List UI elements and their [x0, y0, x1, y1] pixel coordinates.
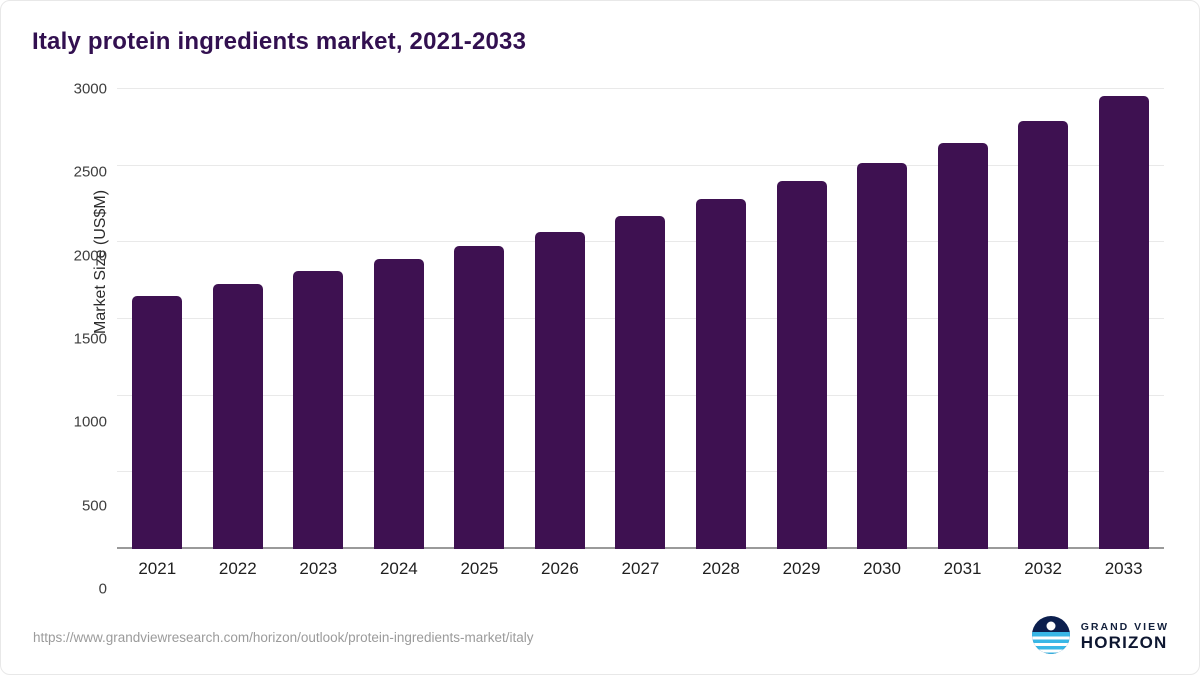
horizon-logo-icon — [1031, 615, 1071, 660]
bar-2030 — [857, 162, 908, 549]
y-tick-label-500: 500 — [81, 497, 107, 515]
y-tick-label-1000: 1000 — [73, 413, 107, 431]
gridline-2500 — [117, 164, 1164, 166]
brand-logo: GRAND VIEW HORIZON — [1031, 615, 1169, 660]
y-axis-title-column: Market Size (US$M) — [31, 89, 109, 589]
bar-2022 — [212, 283, 263, 549]
plot-column: 2021 2022 2023 2024 2025 2026 2027 2028 2029 2030… — [117, 88, 1164, 589]
y-tick-label-0: 0 — [98, 580, 107, 598]
y-tick-label-2500: 2500 — [73, 163, 107, 181]
bar-2024 — [373, 259, 424, 549]
bar-slot-2031 — [922, 89, 1003, 549]
brand-name-bottom: HORIZON — [1080, 632, 1168, 652]
x-tick-label-2021: 2021 — [138, 559, 177, 578]
x-tick-label-2032: 2032 — [1024, 559, 1063, 578]
bar-slot-2030 — [842, 89, 923, 549]
bar-2025 — [454, 246, 505, 549]
chart-title: Italy protein ingredients market, 2021-2… — [32, 28, 527, 55]
bars-row — [117, 89, 1164, 549]
x-tick-label-2028: 2028 — [702, 559, 740, 578]
chart-area: Market Size (US$M) 0 500 1000 1500 2000 2500 3… — [31, 81, 1164, 598]
bar-slot-2029 — [761, 89, 842, 549]
x-axis-ticks: 2021 2022 2023 2024 2025 2026 2027 2028 2029 2030… — [117, 559, 1164, 579]
plot-area — [117, 88, 1164, 549]
x-tick-label-2024: 2024 — [379, 559, 418, 578]
bar-slot-2021 — [117, 89, 198, 549]
bar-slot-2022 — [198, 89, 279, 549]
x-tick-label-2031: 2031 — [943, 559, 982, 578]
x-tick-label-2026: 2026 — [541, 559, 579, 578]
bar-2033 — [1098, 95, 1149, 549]
brand-name-top: GRAND VIEW — [1080, 621, 1169, 634]
footer: https://www.grandviewresearch.com/horizo… — [1, 615, 1199, 660]
bar-2028 — [695, 199, 746, 549]
x-tick-label-2033: 2033 — [1104, 559, 1143, 578]
bar-2027 — [615, 216, 666, 549]
bar-2032 — [1018, 121, 1069, 549]
x-tick-label-2029: 2029 — [782, 559, 821, 578]
x-tick-label-2030: 2030 — [863, 559, 901, 578]
bar-slot-2023 — [278, 89, 359, 549]
y-axis-ticks: 0 500 1000 1500 2000 2500 3000 — [65, 81, 117, 598]
bar-2031 — [937, 142, 988, 549]
bar-slot-2025 — [439, 89, 520, 549]
x-tick-label-2022: 2022 — [218, 559, 257, 578]
bar-2021 — [132, 296, 183, 549]
x-tick-label-2023: 2023 — [299, 559, 338, 578]
x-tick-label-2027: 2027 — [621, 559, 660, 578]
bar-slot-2024 — [359, 89, 440, 549]
y-tick-label-2000: 2000 — [73, 247, 107, 265]
brand-text: GRAND VIEW HORIZON — [1081, 622, 1169, 652]
y-tick-label-1500: 1500 — [73, 330, 107, 348]
y-tick-label-3000: 3000 — [73, 80, 107, 98]
bar-2026 — [534, 231, 585, 549]
source-url: https://www.grandviewresearch.com/horizo… — [33, 630, 534, 645]
bar-slot-2027 — [600, 89, 681, 549]
bar-2029 — [776, 181, 827, 549]
bar-2023 — [293, 271, 344, 549]
x-tick-label-2025: 2025 — [460, 559, 499, 578]
bar-slot-2026 — [520, 89, 601, 549]
bar-slot-2028 — [681, 89, 762, 549]
bar-slot-2032 — [1003, 89, 1084, 549]
bar-slot-2033 — [1083, 89, 1164, 549]
gridline-3000 — [117, 88, 1164, 89]
